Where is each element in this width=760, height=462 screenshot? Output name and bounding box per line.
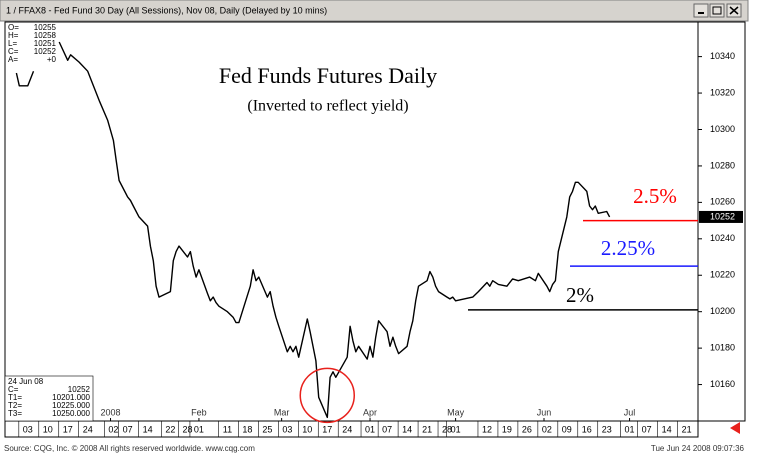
- month-label: May: [447, 407, 465, 417]
- month-label: Apr: [363, 407, 377, 417]
- x-tick-label: 01: [451, 424, 461, 434]
- level-label: 2.25%: [601, 236, 655, 260]
- y-tick-label: 10200: [710, 306, 735, 316]
- title-bar: [0, 0, 749, 22]
- minimize-button[interactable]: [693, 3, 709, 18]
- quote-value: 10252: [34, 47, 57, 56]
- price-line: [15, 41, 611, 419]
- quote-value: +0: [47, 55, 57, 64]
- x-tick-label: 14: [402, 424, 412, 434]
- month-label: Mar: [274, 407, 290, 417]
- x-tick-label: 24: [342, 424, 352, 434]
- x-tick-label: 28: [442, 424, 452, 434]
- info-value: 10252: [68, 385, 91, 394]
- chart-title: Fed Funds Futures Daily: [219, 63, 437, 88]
- month-label: Feb: [191, 407, 207, 417]
- x-tick-label: 17: [63, 424, 73, 434]
- x-tick-label: 24: [83, 424, 93, 434]
- info-box: [4, 375, 94, 422]
- level-label: 2.5%: [633, 184, 677, 208]
- x-tick-label: 17: [322, 424, 332, 434]
- y-tick-label: 10300: [710, 124, 735, 134]
- maximize-icon: [712, 6, 722, 15]
- y-tick-label: 10260: [710, 197, 735, 207]
- scroll-arrow[interactable]: [730, 422, 740, 434]
- footer-timestamp: Tue Jun 24 2008 09:07:36: [651, 444, 745, 453]
- x-tick-label: 16: [582, 424, 592, 434]
- x-tick-label: 18: [242, 424, 252, 434]
- x-tick-label: 28: [183, 424, 193, 434]
- x-tick-label: 10: [43, 424, 53, 434]
- x-tick-label: 22: [165, 424, 175, 434]
- y-tick-label: 10160: [710, 379, 735, 389]
- x-tick-label: 07: [382, 424, 392, 434]
- x-tick-label: 02: [542, 424, 552, 434]
- x-tick-label: 07: [123, 424, 133, 434]
- x-tick-label: 14: [662, 424, 672, 434]
- quote-key: A=: [8, 55, 18, 64]
- window-buttons: [693, 3, 742, 18]
- quote-key: H=: [8, 31, 19, 40]
- quote-key: C=: [8, 47, 19, 56]
- x-tick-label: 19: [502, 424, 512, 434]
- x-tick-label: 03: [282, 424, 292, 434]
- x-tick-label: 10: [302, 424, 312, 434]
- quote-value: 10258: [34, 31, 57, 40]
- footer-source: Source: CQG, Inc. © 2008 All rights rese…: [4, 444, 255, 453]
- info-key: T3=: [8, 409, 22, 418]
- maximize-button[interactable]: [709, 3, 725, 18]
- info-date: 24 Jun 08: [8, 377, 44, 386]
- x-tick-label: 11: [223, 424, 232, 434]
- x-tick-label: 01: [194, 424, 204, 434]
- y-tick-label: 10280: [710, 160, 735, 170]
- month-label: 2008: [101, 407, 121, 417]
- quote-value: 10255: [34, 23, 57, 32]
- info-value: 10225.000: [52, 401, 90, 410]
- quote-key: O=: [8, 23, 19, 32]
- y-tick-label: 10240: [710, 233, 735, 243]
- x-tick-label: 01: [365, 424, 375, 434]
- x-tick-label: 09: [562, 424, 572, 434]
- x-tick-label: 23: [602, 424, 612, 434]
- quote-key: L=: [8, 39, 17, 48]
- y-tick-label: 10340: [710, 51, 735, 61]
- x-tick-label: 26: [522, 424, 532, 434]
- last-price-tag: [699, 210, 743, 223]
- info-key: C=: [8, 385, 19, 394]
- info-key: T1=: [8, 393, 22, 402]
- info-value: 10250.000: [52, 409, 90, 418]
- x-tick-label: 01: [625, 424, 635, 434]
- y-tick-label: 10180: [710, 342, 735, 352]
- x-tick-label: 21: [682, 424, 692, 434]
- month-label: Jul: [624, 407, 636, 417]
- highlight-circle: [299, 367, 356, 424]
- x-tick-label: 21: [422, 424, 432, 434]
- x-tick-label: 14: [143, 424, 153, 434]
- level-label: 2%: [566, 283, 594, 307]
- quote-value: 10251: [34, 39, 57, 48]
- close-icon: [729, 6, 739, 15]
- x-tick-label: 25: [262, 424, 272, 434]
- x-tick-label: 02: [108, 424, 118, 434]
- y-tick-label: 10220: [710, 270, 735, 280]
- y-tick-label: 10320: [710, 87, 735, 97]
- plot-area: [4, 21, 699, 422]
- info-key: T2=: [8, 401, 22, 410]
- window-title: 1 / FFAX8 - Fed Fund 30 Day (All Session…: [6, 5, 327, 15]
- x-tick-label: 07: [642, 424, 652, 434]
- x-tick-label: 03: [23, 424, 33, 434]
- x-tick-label: 12: [482, 424, 492, 434]
- month-label: Jun: [537, 407, 552, 417]
- chart-subtitle: (Inverted to reflect yield): [247, 98, 408, 115]
- last-price-label: 10252: [710, 211, 735, 221]
- info-value: 10201.000: [52, 393, 90, 402]
